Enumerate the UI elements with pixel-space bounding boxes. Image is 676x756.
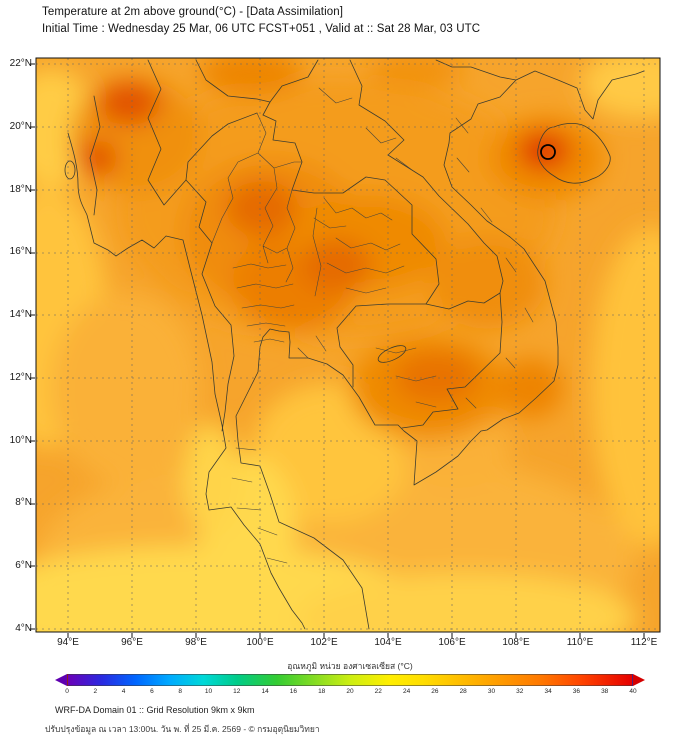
x-axis-tick-label: 102°E [310, 637, 338, 648]
y-axis-tick-label: 16°N [9, 246, 32, 257]
colorbar-tick: 2 [93, 688, 98, 695]
coastline-and-country-borders [64, 59, 645, 630]
y-axis-tick-label: 6°N [15, 560, 32, 571]
y-axis-tick-label: 12°N [9, 372, 32, 383]
colorbar-label: อุณหภูมิ หน่วย องศาเซลเซียส (°C) [287, 661, 413, 671]
y-axis-tick-label: 10°N [9, 435, 32, 446]
x-axis-tick-label: 112°E [630, 637, 658, 648]
y-axis-tick-label: 18°N [9, 184, 32, 195]
chart-subtitle: Initial Time : Wednesday 25 Mar, 06 UTC … [42, 23, 481, 35]
thai-lao-cambodia-border [262, 114, 440, 388]
colorbar-tick: 14 [261, 688, 269, 695]
colorbar-tick: 10 [204, 688, 213, 695]
ramree-island-outline [64, 160, 76, 180]
colorbar-tick: 30 [487, 688, 496, 695]
footer-domain-info: WRF-DA Domain 01 :: Grid Resolution 9km … [55, 705, 255, 715]
colorbar-tick: 24 [402, 688, 411, 695]
colorbar-tick: 34 [544, 688, 552, 695]
colorbar-tick: 8 [178, 688, 182, 695]
y-axis-tick-label: 4°N [15, 623, 32, 634]
colorbar-left-arrow [55, 674, 67, 686]
map-frame [35, 57, 661, 633]
hotspot-circle-marker [540, 144, 556, 160]
colorbar-tick: 18 [318, 688, 326, 695]
colorbar [55, 674, 645, 686]
x-axis-tick-label: 98°E [185, 637, 207, 648]
y-axis-tick-label: 8°N [15, 497, 32, 508]
map-gridlines [36, 58, 660, 632]
x-axis-tick-label: 108°E [502, 637, 530, 648]
colorbar-tick: 0 [65, 688, 69, 695]
map-plot-area [30, 57, 661, 638]
colorbar-right-arrow [633, 674, 645, 686]
vietnam-china-border [435, 59, 517, 81]
colorbar-tick: 28 [459, 688, 467, 695]
colorbar-tick: 4 [121, 688, 126, 695]
colorbar-tick: 6 [150, 688, 154, 695]
cambodia-vietnam-border [401, 292, 503, 429]
x-axis-tick-label: 104°E [374, 637, 402, 648]
temperature-heatmap-svg [30, 57, 661, 638]
colorbar-tick: 36 [572, 688, 580, 695]
x-axis-tick-label: 94°E [57, 637, 79, 648]
colorbar-tick: 38 [601, 688, 609, 695]
temperature-field [36, 58, 660, 632]
colorbar-tick: 22 [374, 688, 382, 695]
myanmar-north-borders [89, 59, 271, 216]
colorbar-tick: 16 [289, 688, 297, 695]
y-axis-tick-label: 20°N [9, 121, 32, 132]
x-axis-tick-label: 96°E [121, 637, 143, 648]
lao-vietnam-border [349, 59, 504, 294]
colorbar-tick: 20 [346, 688, 354, 695]
axis-tick-marks [30, 63, 645, 638]
y-axis-tick-label: 14°N [9, 309, 32, 320]
colorbar-tick-labels: 0 2 4 6 8 10 12 14 16 18 20 22 24 26 28 … [65, 688, 636, 698]
colorbar-tick: 12 [233, 688, 241, 695]
mekong-north-border [262, 59, 319, 116]
x-axis-tick-label: 110°E [566, 637, 594, 648]
province-boundaries [211, 87, 534, 564]
chart-title: Temperature at 2m above ground(°C) - [Da… [42, 6, 344, 18]
x-axis-tick-label: 106°E [438, 637, 466, 648]
colorbar-tick: 26 [431, 688, 439, 695]
tonle-sap-lake-outline [377, 345, 407, 363]
x-axis-tick-label: 100°E [246, 637, 274, 648]
footer-update-info: ปรับปรุงข้อมูล ณ เวลา 13:00น. วัน พ. ที่… [45, 724, 320, 734]
y-axis-tick-label: 22°N [9, 58, 32, 69]
colorbar-tick: 40 [629, 688, 637, 695]
cambodia-lao-border [425, 292, 501, 310]
coastline-path [67, 70, 645, 630]
colorbar-tick: 32 [516, 688, 524, 695]
colorbar-gradient-bar [67, 674, 633, 686]
